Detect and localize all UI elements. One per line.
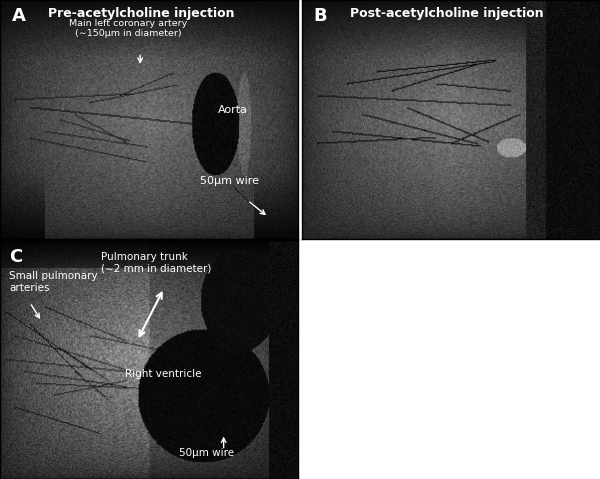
Text: Small pulmonary
arteries: Small pulmonary arteries [9, 272, 98, 293]
Text: Pulmonary trunk
(∼2 mm in diameter): Pulmonary trunk (∼2 mm in diameter) [101, 252, 212, 274]
Text: B: B [314, 7, 328, 25]
Text: A: A [12, 7, 26, 25]
Text: Right ventricle: Right ventricle [125, 369, 202, 379]
Text: 50μm wire: 50μm wire [179, 448, 234, 458]
Text: 50μm wire: 50μm wire [200, 176, 259, 186]
Text: Aorta: Aorta [218, 105, 248, 115]
Text: Main left coronary artery
(∼150μm in diameter): Main left coronary artery (∼150μm in dia… [69, 19, 187, 38]
Text: C: C [9, 248, 22, 266]
Text: Post-acetylcholine injection: Post-acetylcholine injection [350, 7, 543, 20]
Text: Pre-acetylcholine injection: Pre-acetylcholine injection [48, 7, 234, 20]
